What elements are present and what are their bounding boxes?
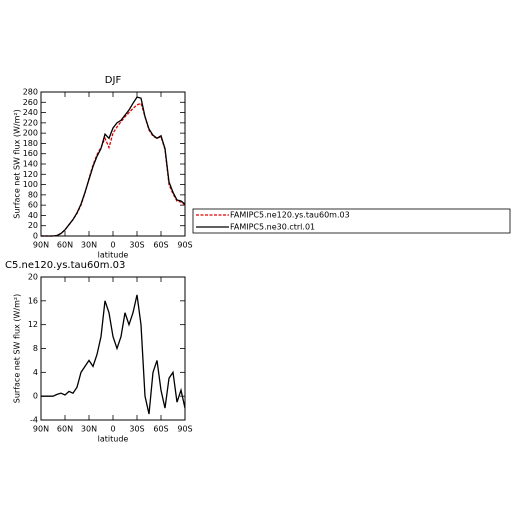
y-tick-label: 240: [23, 108, 38, 117]
y-tick-label: 16: [28, 296, 38, 305]
x-axis-label: latitude: [98, 435, 129, 444]
x-tick-label: 30N: [81, 425, 97, 434]
legend-box: [192, 208, 511, 234]
y-tick-label: 100: [23, 180, 38, 189]
x-tick-label: 90N: [33, 241, 49, 250]
y-tick-label: 12: [28, 320, 38, 329]
y-tick-label: 180: [23, 139, 38, 148]
x-axis-label: latitude: [98, 251, 129, 260]
x-tick-label: 30S: [129, 425, 144, 434]
y-tick-label: 0: [33, 392, 38, 401]
plot-frame: [40, 91, 186, 237]
legend-label: FAMIPC5.ne30.ctrl.01: [230, 223, 315, 232]
chart-title: DJF: [105, 75, 122, 86]
y-tick-label: 120: [23, 170, 38, 179]
y-tick-label: 8: [33, 344, 38, 353]
y-tick-label: 280: [23, 88, 38, 97]
y-axis-label: Surface net SW flux (W/m²): [13, 109, 22, 218]
series-line: [41, 102, 186, 237]
y-axis-label: Surface net SW flux (W/m²): [13, 294, 22, 403]
chart-title: C5.ne120.ys.tau60m.03: [5, 260, 125, 271]
y-tick-label: 20: [28, 221, 38, 230]
plot-frame: [40, 276, 186, 421]
y-tick-label: 60: [28, 201, 38, 210]
x-tick-label: 60S: [153, 241, 168, 250]
y-tick-label: 140: [23, 160, 38, 169]
y-tick-label: 220: [23, 118, 38, 127]
series-line: [41, 96, 186, 237]
x-tick-label: 60N: [57, 425, 73, 434]
x-tick-label: 90S: [177, 425, 192, 434]
x-tick-label: 90S: [177, 241, 192, 250]
x-tick-label: 30N: [81, 241, 97, 250]
x-tick-label: 0: [110, 425, 115, 434]
y-tick-label: 4: [33, 368, 38, 377]
y-tick-label: 20: [28, 273, 38, 282]
x-tick-label: 60N: [57, 241, 73, 250]
y-tick-label: -4: [30, 416, 38, 425]
x-tick-label: 0: [110, 241, 115, 250]
legend-label: FAMIPC5.ne120.ys.tau60m.03: [230, 211, 350, 220]
y-tick-label: 260: [23, 98, 38, 107]
y-tick-label: 40: [28, 211, 38, 220]
y-tick-label: 0: [33, 232, 38, 241]
y-tick-label: 160: [23, 149, 38, 158]
x-tick-label: 30S: [129, 241, 144, 250]
x-tick-label: 90N: [33, 425, 49, 434]
y-tick-label: 200: [23, 129, 38, 138]
x-tick-label: 60S: [153, 425, 168, 434]
series-line: [41, 294, 186, 415]
y-tick-label: 80: [28, 190, 38, 199]
